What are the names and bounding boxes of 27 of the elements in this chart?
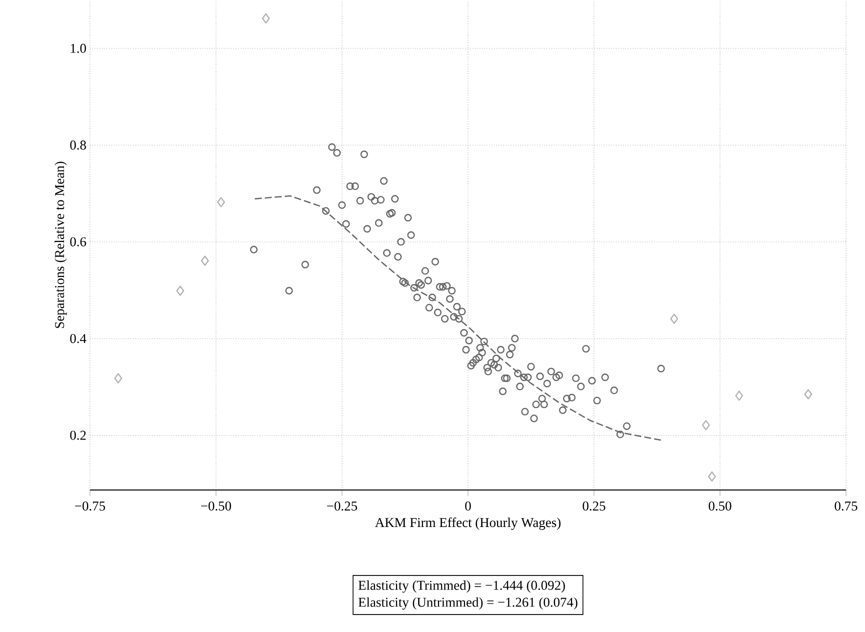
point <box>708 471 716 482</box>
x-tick-label: 0.25 <box>582 502 606 511</box>
x-tick-label: 0 <box>465 502 471 511</box>
x-axis-title: AKM Firm Effect (Hourly Wages) <box>375 517 561 530</box>
point <box>804 389 812 400</box>
point <box>114 373 122 384</box>
y-tick-label: 0.6 <box>70 237 86 246</box>
point <box>735 390 744 401</box>
y-axis-title: Separations (Relative to Mean) <box>54 162 67 328</box>
point <box>217 197 226 208</box>
point <box>262 13 270 24</box>
text: Elasticity (Trimmed) = −1.444 (0.092) <box>358 580 565 593</box>
x-tick-label: 0.75 <box>834 502 858 511</box>
x-tick-label: −0.75 <box>75 502 106 511</box>
x-tick-label: −0.50 <box>201 502 232 511</box>
x-tick-label: 0.50 <box>708 502 732 511</box>
text: Elasticity (Untrimmed) = −1.261 (0.074) <box>358 597 578 610</box>
y-tick-label: 0.2 <box>70 430 86 440</box>
x-tick-label: −0.25 <box>327 502 358 511</box>
point <box>702 420 710 430</box>
y-tick-label: 1.0 <box>70 44 86 53</box>
point <box>670 314 678 324</box>
y-tick-label: 0.4 <box>70 334 86 344</box>
point <box>176 286 184 296</box>
y-tick-label: 0.8 <box>70 140 86 150</box>
point <box>200 256 209 266</box>
line-series <box>254 195 662 441</box>
